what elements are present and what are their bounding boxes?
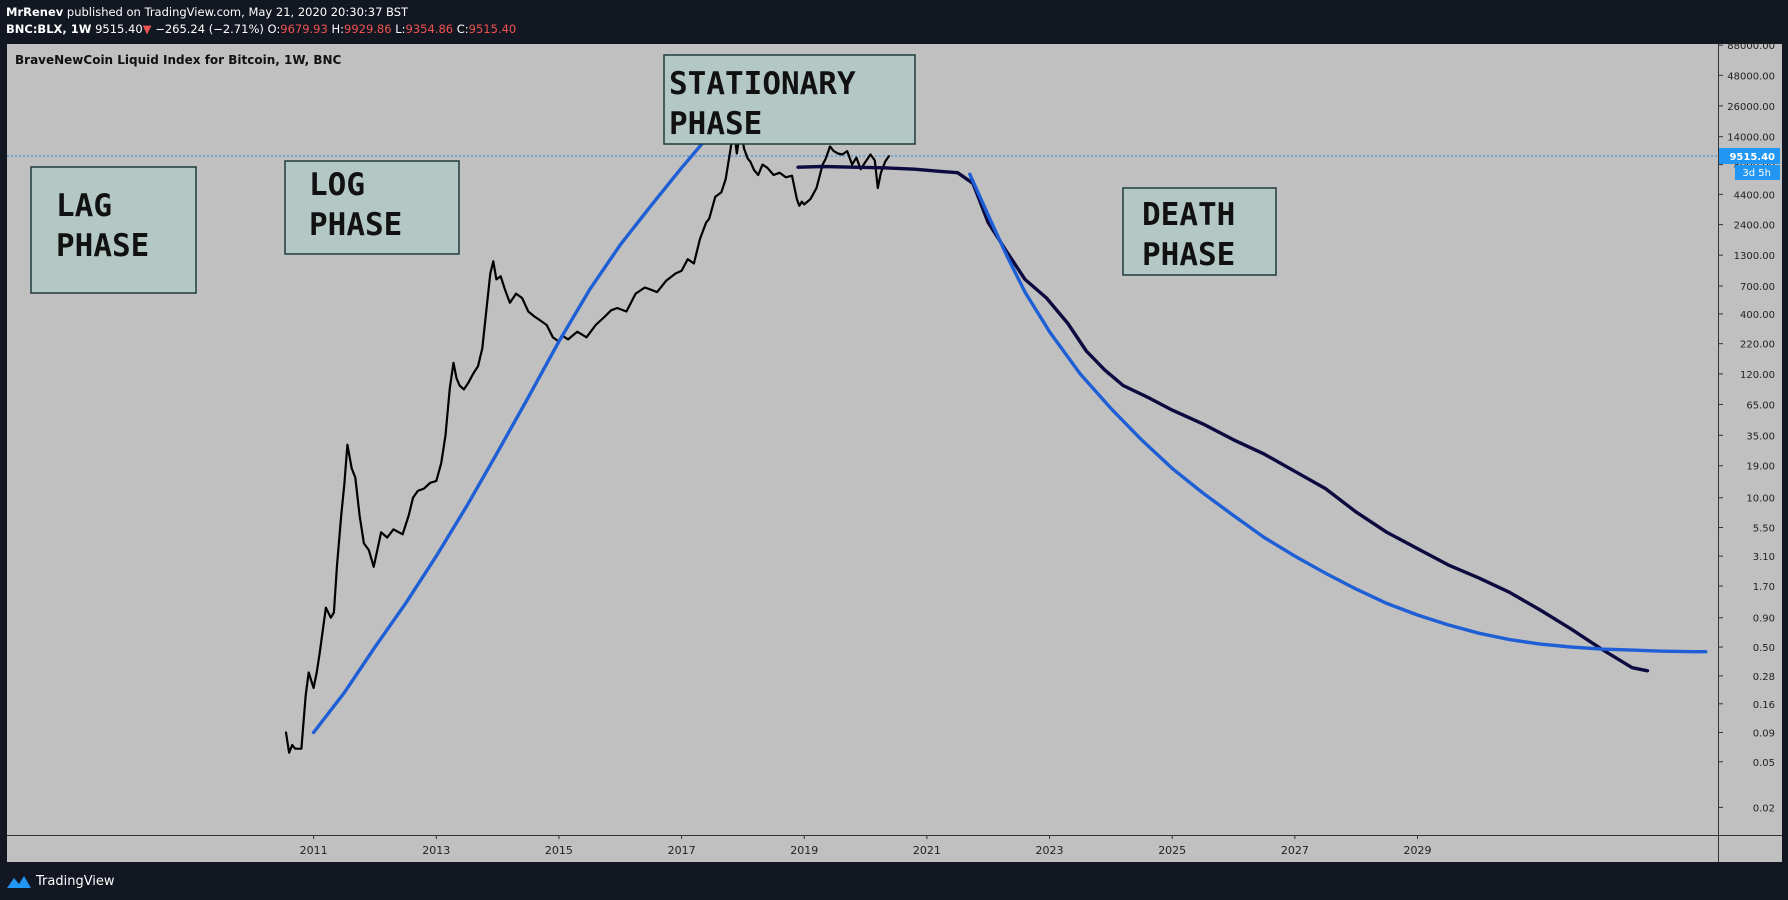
chart-title: BraveNewCoin Liquid Index for Bitcoin, 1… xyxy=(15,53,342,67)
last-price-label: 9515.40 xyxy=(1729,152,1775,163)
countdown-badge xyxy=(1735,164,1780,180)
y-tick-label: 0.02 xyxy=(1753,803,1775,814)
y-tick-label: 0.28 xyxy=(1753,672,1775,683)
close-value: 9515.40 xyxy=(468,22,517,36)
y-tick-label: 5.50 xyxy=(1753,524,1775,535)
annotation-text: DEATH xyxy=(1142,197,1235,233)
time-axis-panel[interactable] xyxy=(7,835,1782,862)
y-tick-label: 120.00 xyxy=(1740,370,1775,381)
annotation-box xyxy=(1122,187,1277,276)
y-tick-label: 14000.00 xyxy=(1727,133,1775,144)
annotation-text: PHASE xyxy=(1142,237,1235,273)
y-tick-label: 4400.00 xyxy=(1734,190,1775,201)
series-layer xyxy=(284,125,1708,754)
y-tick-label: 65.00 xyxy=(1746,400,1775,411)
annotation-text: PHASE xyxy=(669,106,762,142)
last-price: 9515.40 xyxy=(95,22,143,36)
y-tick-label: 1.70 xyxy=(1753,582,1775,593)
annotation-box xyxy=(663,54,916,145)
y-tick-label: 700.00 xyxy=(1740,282,1775,293)
chart-header: MrRenev published on TradingView.com, Ma… xyxy=(6,4,516,38)
y-tick-label: 1300.00 xyxy=(1734,251,1775,262)
low-value: 9354.86 xyxy=(405,22,454,36)
series-line-price xyxy=(284,125,891,754)
annotation-log-phase[interactable]: LOG PHASE xyxy=(284,160,460,255)
y-tick-label: 3.10 xyxy=(1753,552,1775,563)
x-tick-label: 2027 xyxy=(1281,844,1309,857)
tradingview-logo-icon xyxy=(7,876,31,888)
brand-name: TradingView xyxy=(36,873,115,889)
annotation-death-phase[interactable]: DEATH PHASE xyxy=(1122,187,1277,276)
y-tick-label: 0.16 xyxy=(1753,700,1775,711)
annotation-box xyxy=(284,160,460,255)
y-tick-label: 88000.00 xyxy=(1727,41,1775,52)
annotation-layer: LAG PHASE LOG PHASE STATIONARY PHASE DEATH PHAS… xyxy=(30,54,1277,294)
author-name[interactable]: MrRenev xyxy=(6,5,64,19)
high-label: H: xyxy=(331,22,344,36)
last-price-tag: 9515.40 3d 5h xyxy=(1719,147,1780,180)
x-tick-label: 2011 xyxy=(300,844,328,857)
x-tick-label: 2013 xyxy=(422,844,450,857)
annotation-text: STATIONARY xyxy=(669,66,856,102)
annotation-text: PHASE xyxy=(309,207,402,243)
publish-info: published on TradingView.com, May 21, 20… xyxy=(66,5,409,19)
y-tick-label: 0.05 xyxy=(1753,758,1775,769)
y-tick-label: 2400.00 xyxy=(1734,221,1775,232)
annotation-text: PHASE xyxy=(56,228,149,264)
y-axis-ticks: 88000.0048000.0026000.0014000.008000.004… xyxy=(1718,41,1775,814)
close-label: C: xyxy=(456,22,469,36)
y-tick-label: 35.00 xyxy=(1746,431,1775,442)
y-tick-label: 26000.00 xyxy=(1727,102,1775,113)
y-tick-label: 400.00 xyxy=(1740,310,1775,321)
open-value: 9679.93 xyxy=(280,22,328,36)
annotation-box xyxy=(30,166,197,294)
y-tick-label: 0.90 xyxy=(1753,614,1775,625)
y-tick-label: 0.09 xyxy=(1753,728,1775,739)
y-tick-label: 48000.00 xyxy=(1727,71,1775,82)
annotation-text: LOG xyxy=(309,167,365,203)
series-line-fit xyxy=(968,172,1708,654)
x-tick-label: 2021 xyxy=(913,844,941,857)
countdown-label: 3d 5h xyxy=(1742,168,1771,179)
y-tick-label: 0.50 xyxy=(1753,643,1775,654)
x-tick-label: 2029 xyxy=(1404,844,1432,857)
series-line-projection xyxy=(796,164,1650,673)
price-change: −265.24 (−2.71%) xyxy=(155,22,264,36)
plot-area[interactable] xyxy=(7,44,1718,835)
x-tick-label: 2023 xyxy=(1036,844,1064,857)
down-arrow-icon: ▼ xyxy=(142,22,152,36)
tradingview-brand[interactable]: TradingView xyxy=(6,872,115,890)
x-tick-label: 2015 xyxy=(545,844,573,857)
series-line-fit xyxy=(311,129,714,735)
y-tick-label: 10.00 xyxy=(1746,494,1775,505)
y-tick-label: 19.00 xyxy=(1746,462,1775,473)
publish-line: MrRenev published on TradingView.com, Ma… xyxy=(6,4,516,21)
x-tick-label: 2017 xyxy=(668,844,696,857)
high-value: 9929.86 xyxy=(344,22,392,36)
x-tick-label: 2025 xyxy=(1158,844,1186,857)
x-axis-ticks: 2011 2013 2015 2017 2019 2021 2023 2025 2027 2029 xyxy=(300,835,1432,857)
symbol-label: BNC:BLX, 1W xyxy=(6,22,92,36)
annotation-text: LAG xyxy=(56,188,112,224)
ohlc-line: BNC:BLX, 1W 9515.40▼ −265.24 (−2.71%) O:… xyxy=(6,21,516,38)
x-tick-label: 2019 xyxy=(790,844,818,857)
low-label: L: xyxy=(395,22,406,36)
annotation-lag-phase[interactable]: LAG PHASE xyxy=(30,166,197,294)
y-tick-label: 220.00 xyxy=(1740,340,1775,351)
annotation-stationary-phase[interactable]: STATIONARY PHASE xyxy=(663,54,916,145)
open-label: O: xyxy=(267,22,281,36)
last-price-badge xyxy=(1719,147,1780,164)
